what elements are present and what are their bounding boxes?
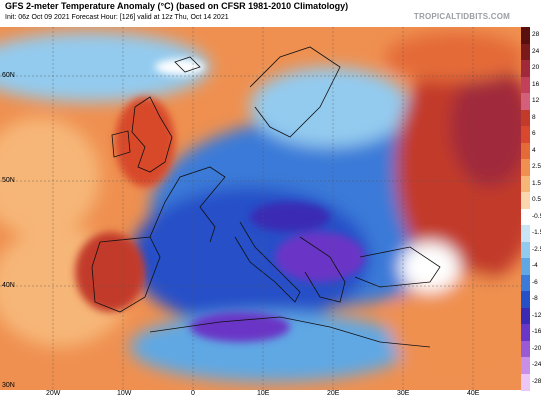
balkans-coast <box>299 236 346 303</box>
lon-label-20w: 20W <box>46 390 61 397</box>
brand-watermark: TROPICALTIDBITS.COM <box>413 12 510 21</box>
colorbar-label: 1.5 <box>532 179 541 187</box>
colorbar-swatch <box>521 175 530 193</box>
lon-label-10e: 10E <box>257 390 270 397</box>
colorbar-label: 8 <box>532 113 536 121</box>
colorbar-label: -12 <box>532 311 541 319</box>
lon-label-30e: 30E <box>397 390 410 397</box>
lat-label-60n: 60N <box>2 72 15 79</box>
france-coast <box>149 166 226 243</box>
colorbar-label: -4 <box>532 262 538 270</box>
lat-label-50n: 50N <box>2 177 15 184</box>
colorbar-swatch <box>521 340 530 358</box>
scandinavia-coast <box>249 46 341 138</box>
colorbar-swatch <box>521 291 530 308</box>
colorbar-swatch <box>521 43 530 61</box>
colorbar-swatch <box>521 225 530 242</box>
map-canvas <box>0 27 521 390</box>
iberia-coast <box>91 236 161 313</box>
graticule <box>0 27 521 390</box>
iberia-warm <box>75 232 145 312</box>
colorbar-swatch <box>521 60 530 77</box>
lon-label-20e: 20E <box>327 390 340 397</box>
lon-label-40e: 40E <box>467 390 480 397</box>
colorbar-label: 12 <box>532 97 540 105</box>
coastlines <box>91 46 441 348</box>
north-africa-coast <box>149 316 431 348</box>
colorbar-label: 24 <box>532 47 540 55</box>
colorbar-swatch <box>521 307 530 325</box>
lon-label-0: 0 <box>191 390 195 397</box>
colorbar-swatch <box>521 27 530 44</box>
colorbar-swatch <box>521 258 530 275</box>
colorbar-swatch <box>521 126 530 143</box>
colorbar-swatch <box>521 142 530 160</box>
scandinavia-cool <box>250 67 410 147</box>
colorbar-swatch <box>521 324 530 341</box>
anomaly-map[interactable] <box>0 27 521 390</box>
colorbar: 28 24 20 16 12 8 6 4 2.5 1.5 0.5 -0.5 -1.5 -2.5 -4 -6 -8… <box>521 27 541 391</box>
page-title: GFS 2-meter Temperature Anomaly (°C) (ba… <box>5 1 349 11</box>
colorbar-label: -8 <box>532 295 538 303</box>
colorbar-label: 20 <box>532 64 540 72</box>
colorbar-swatch <box>521 357 530 374</box>
colorbar-label: -0.5 <box>532 212 541 220</box>
colorbar-label: -6 <box>532 278 538 286</box>
colorbar-swatch <box>521 109 530 127</box>
colorbar-swatch <box>521 208 530 226</box>
colorbar-swatch <box>521 93 530 110</box>
north-atlantic-cool-patch <box>0 32 210 102</box>
colorbar-label: -24 <box>532 361 541 369</box>
colorbar-label: 28 <box>532 31 540 39</box>
iceland-coast <box>174 56 201 73</box>
colorbar-label: -16 <box>532 328 541 336</box>
italy-coast <box>234 221 301 303</box>
lon-label-10w: 10W <box>117 390 132 397</box>
colorbar-label: 6 <box>532 130 536 138</box>
lat-label-40n: 40N <box>2 282 15 289</box>
colorbar-label: -2.5 <box>532 245 541 253</box>
header: GFS 2-meter Temperature Anomaly (°C) (ba… <box>0 0 541 28</box>
black-sea-coast <box>354 246 441 288</box>
ireland-coast <box>111 130 131 158</box>
colorbar-label: 16 <box>532 80 540 88</box>
lat-label-30n: 30N <box>2 382 15 389</box>
north-africa-coldest <box>190 312 290 342</box>
forecast-info: Init: 06z Oct 09 2021 Forecast Hour: [12… <box>5 14 229 21</box>
colorbar-swatch <box>521 192 530 209</box>
colorbar-swatch <box>521 373 530 391</box>
colorbar-label: -20 <box>532 344 541 352</box>
colorbar-label: 4 <box>532 146 536 154</box>
colorbar-label: 0.5 <box>532 196 541 204</box>
great-britain-coast <box>131 96 173 173</box>
colorbar-label: -1.5 <box>532 229 541 237</box>
middle-east-warm <box>390 272 521 382</box>
uk-warm <box>115 97 175 187</box>
colorbar-swatch <box>521 241 530 259</box>
colorbar-label: 2.5 <box>532 163 541 171</box>
colorbar-label: -28 <box>532 377 541 385</box>
colorbar-swatch <box>521 274 530 292</box>
colorbar-swatch <box>521 159 530 176</box>
colorbar-swatch <box>521 76 530 94</box>
balkans-coldest <box>275 232 365 282</box>
